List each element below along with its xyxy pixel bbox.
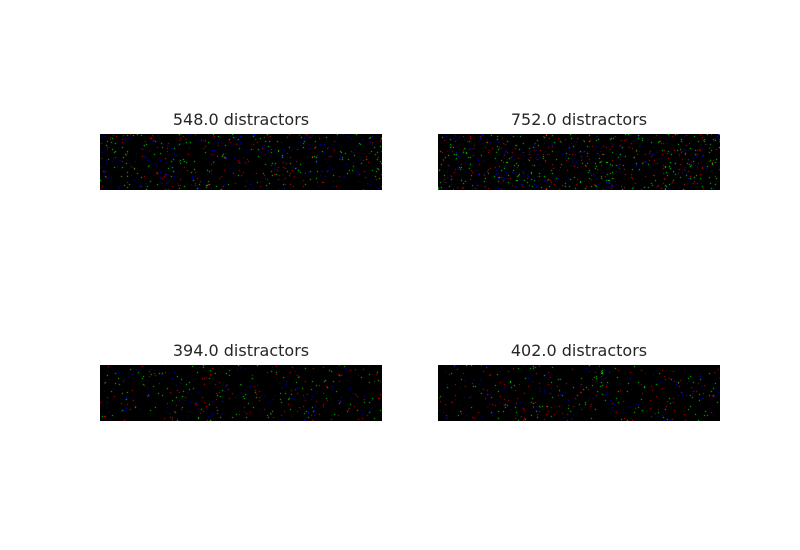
panel-title: 402.0 distractors bbox=[510, 341, 648, 360]
stimulus-image bbox=[100, 365, 382, 421]
stimulus-image bbox=[100, 134, 382, 190]
stimulus-image bbox=[438, 134, 720, 190]
panel-title: 752.0 distractors bbox=[510, 110, 648, 129]
panel-title: 548.0 distractors bbox=[172, 110, 310, 129]
panel-title: 394.0 distractors bbox=[172, 341, 310, 360]
stimulus-image bbox=[438, 365, 720, 421]
